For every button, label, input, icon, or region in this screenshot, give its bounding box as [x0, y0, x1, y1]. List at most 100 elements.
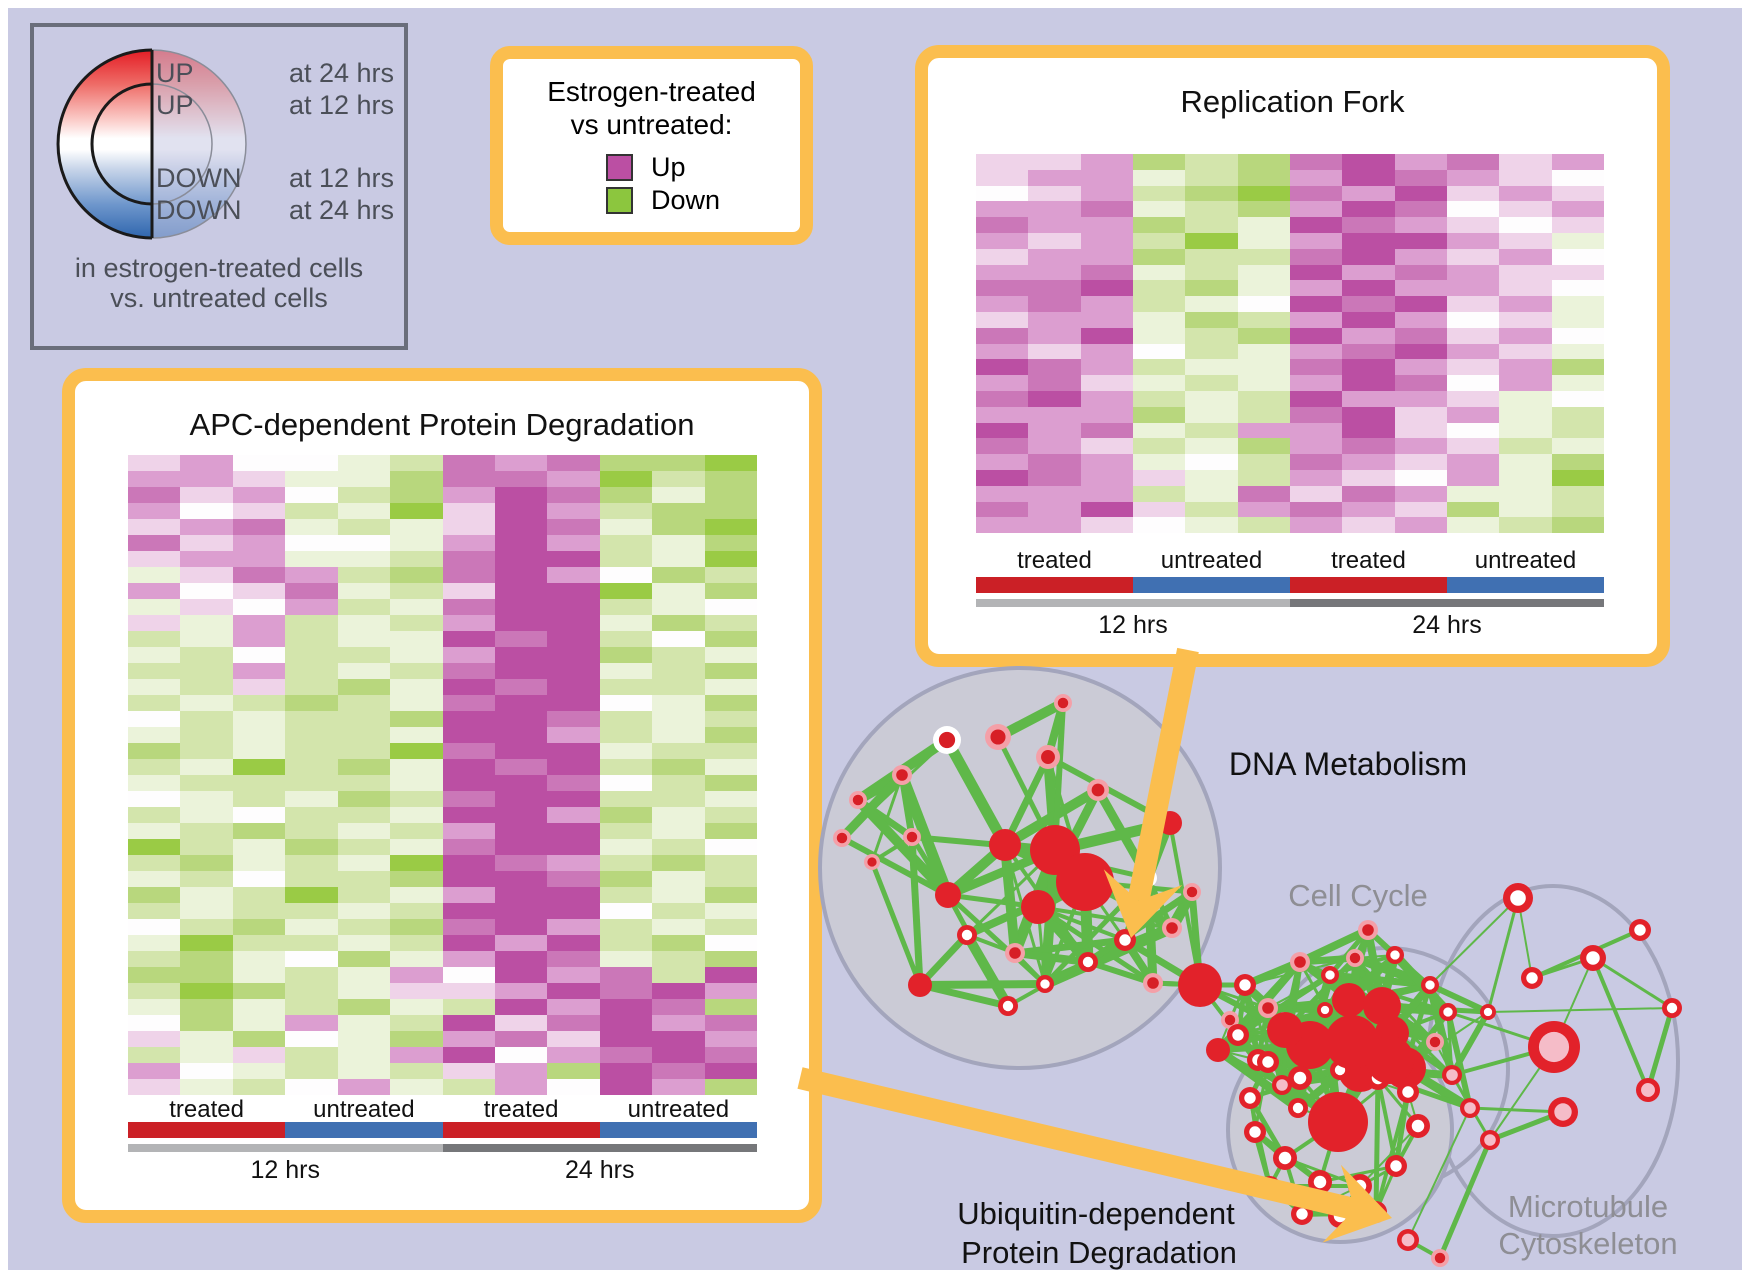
heatmap-cell	[337, 839, 391, 855]
heatmap-cell	[1028, 217, 1081, 233]
heatmap-cell	[1237, 390, 1290, 407]
heatmap-cell	[547, 567, 600, 583]
heatmap-cell	[285, 967, 338, 983]
heatmap-cell	[1289, 390, 1343, 407]
heatmap-cell	[232, 823, 286, 839]
heatmap-cell	[1237, 185, 1290, 202]
direction-label: DOWN	[156, 195, 242, 225]
heatmap-cell	[1499, 154, 1552, 170]
heatmap-cell	[652, 1063, 705, 1079]
heatmap-cell	[1289, 296, 1343, 312]
heatmap-cell	[1499, 375, 1552, 391]
heatmap-cell	[1446, 217, 1500, 233]
heatmap-cell	[1394, 154, 1447, 170]
heatmap-cell	[599, 567, 653, 583]
comparison-legend-box: Estrogen-treated vs untreated: Up Down	[490, 46, 813, 245]
heatmap-cell	[232, 887, 286, 903]
heatmap-cell	[232, 727, 286, 743]
heatmap-cell	[1185, 469, 1238, 486]
heatmap-cell	[1499, 469, 1552, 486]
heatmap-cell	[1132, 422, 1186, 439]
heatmap-cell	[1237, 469, 1290, 486]
heatmap-cell	[1132, 517, 1186, 534]
heatmap-cell	[976, 343, 1029, 360]
heatmap-cell	[285, 1015, 338, 1031]
heatmap-cell	[1446, 390, 1500, 407]
heatmap-cell	[180, 759, 233, 775]
heatmap-cell	[1185, 327, 1238, 344]
heatmap-cell	[1289, 232, 1343, 249]
heatmap-cell	[494, 839, 548, 855]
heatmap-cell	[976, 438, 1029, 455]
heatmap-cell	[494, 791, 548, 807]
time-label-row: 12 hrs 24 hrs	[976, 611, 1604, 640]
heatmap-cell	[390, 567, 443, 583]
heatmap-cell	[1446, 327, 1500, 344]
heatmap-cell	[232, 615, 286, 631]
heatmap-cell	[1289, 154, 1343, 170]
apc-panel: APC-dependent Protein Degradation treate…	[62, 368, 822, 1223]
heatmap-cell	[128, 1079, 181, 1095]
up-swatch-icon	[606, 154, 633, 181]
heatmap-cell	[337, 679, 391, 695]
heatmap-cell	[1446, 517, 1500, 534]
heatmap-cell	[1132, 438, 1186, 455]
heatmap-cell	[1394, 469, 1447, 486]
heatmap-cell	[652, 823, 705, 839]
group-label-row: treated untreated treated untreated	[976, 547, 1604, 575]
heatmap-cell	[128, 999, 181, 1015]
heatmap-cell	[232, 711, 286, 727]
heatmap-cell	[337, 631, 391, 647]
heatmap-cell	[976, 311, 1029, 328]
heatmap-cell	[337, 807, 391, 823]
heatmap-cell	[128, 1047, 181, 1063]
heatmap-cell	[494, 855, 548, 871]
heatmap-cell	[1132, 248, 1186, 265]
heatmap-cell	[128, 807, 181, 823]
heatmap-cell	[976, 469, 1029, 486]
heatmap-cell	[547, 839, 600, 855]
heatmap-cell	[1499, 438, 1552, 455]
heatmap-cell	[337, 903, 391, 919]
heatmap-cell	[285, 647, 338, 663]
heatmap-cell	[232, 759, 286, 775]
heatmap-cell	[232, 791, 286, 807]
heatmap-cell	[337, 727, 391, 743]
heatmap-cell	[1394, 264, 1447, 281]
heatmap-cell	[128, 967, 181, 983]
heatmap-cell	[1289, 343, 1343, 360]
heatmap-cell	[1394, 311, 1447, 328]
heatmap-cell	[494, 583, 548, 599]
heatmap-cell	[1185, 185, 1238, 202]
heatmap-cell	[652, 1047, 705, 1063]
heatmap-cell	[704, 967, 758, 983]
heatmap-cell	[180, 551, 233, 567]
heatmap-cell	[652, 631, 705, 647]
heatmap-cell	[442, 551, 495, 567]
direction-label: UP	[156, 58, 194, 88]
heatmap-cell	[128, 823, 181, 839]
heatmap-cell	[442, 711, 495, 727]
heatmap-cell	[1185, 264, 1238, 281]
heatmap-cell	[704, 919, 758, 935]
heatmap-cell	[442, 487, 495, 503]
heatmap-cell	[337, 695, 391, 711]
heatmap-cell	[1289, 169, 1343, 186]
heatmap-cell	[547, 503, 600, 519]
heatmap-cell	[599, 887, 653, 903]
heatmap-cell	[128, 647, 181, 663]
heatmap-cell	[704, 1031, 758, 1047]
heatmap-cell	[1446, 185, 1500, 202]
heatmap-cell	[599, 919, 653, 935]
heatmap-cell	[599, 967, 653, 983]
time-color-bar	[976, 599, 1604, 607]
heatmap-cell	[494, 663, 548, 679]
heatmap-cell	[547, 695, 600, 711]
heatmap-cell	[704, 487, 758, 503]
heatmap-cell	[285, 567, 338, 583]
heatmap-cell	[232, 679, 286, 695]
time-color-bar	[128, 1144, 757, 1152]
heatmap-cell	[1499, 517, 1552, 534]
treatment-color-bar	[976, 577, 1604, 593]
heatmap-cell	[494, 983, 548, 999]
